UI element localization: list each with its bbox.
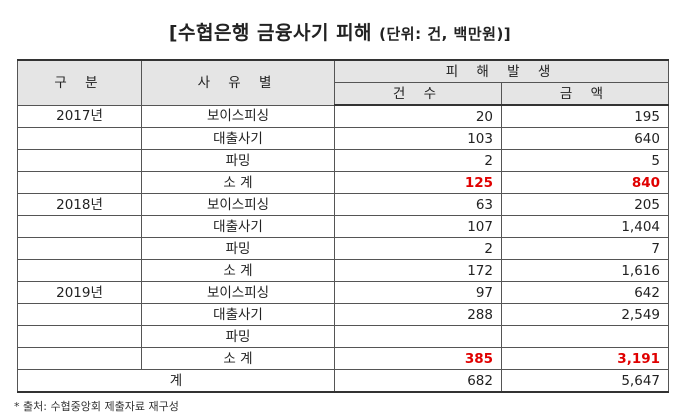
title-main: [수협은행 금융사기 피해 bbox=[168, 22, 373, 44]
count-cell: 2 bbox=[334, 149, 502, 172]
count-cell: 125 bbox=[334, 171, 502, 194]
year-cell: 2019년 bbox=[17, 281, 142, 304]
reason-cell: 보이스피싱 bbox=[141, 193, 335, 216]
year-cell bbox=[17, 127, 142, 150]
header-amount: 금 액 bbox=[501, 82, 669, 106]
count-cell: 63 bbox=[334, 193, 502, 216]
table-body: 2017년 보이스피싱 20 195 대출사기 103 640 파밍 2 5 소 계 125 840 20… bbox=[17, 104, 669, 393]
table-row: 대출사기 107 1,404 bbox=[17, 215, 669, 238]
count-cell: 20 bbox=[334, 104, 502, 128]
year-cell bbox=[17, 259, 142, 282]
table-row: 대출사기 103 640 bbox=[17, 127, 669, 150]
amount-cell: 840 bbox=[501, 171, 669, 194]
reason-cell: 소 계 bbox=[141, 347, 335, 370]
table-row: 2018년 보이스피싱 63 205 bbox=[17, 193, 669, 216]
reason-cell: 대출사기 bbox=[141, 127, 335, 150]
table-row: 소 계 172 1,616 bbox=[17, 259, 669, 282]
table-row: 파밍 2 7 bbox=[17, 237, 669, 260]
total-label: 계 bbox=[17, 369, 335, 393]
table-row: 2017년 보이스피싱 20 195 bbox=[17, 104, 669, 128]
reason-cell: 파밍 bbox=[141, 325, 335, 348]
amount-cell: 3,191 bbox=[501, 347, 669, 370]
year-cell: 2017년 bbox=[17, 104, 142, 128]
count-cell: 2 bbox=[334, 237, 502, 260]
year-cell bbox=[17, 171, 142, 194]
fraud-damage-table: 구 분 사 유 별 피 해 발 생 건 수 금 액 2017년 보이스피싱 20 19… bbox=[17, 59, 669, 393]
year-cell bbox=[17, 149, 142, 172]
count-cell: 288 bbox=[334, 303, 502, 326]
count-cell: 107 bbox=[334, 215, 502, 238]
count-cell bbox=[334, 325, 502, 348]
amount-cell: 7 bbox=[501, 237, 669, 260]
count-cell: 103 bbox=[334, 127, 502, 150]
count-cell: 172 bbox=[334, 259, 502, 282]
amount-cell: 1,616 bbox=[501, 259, 669, 282]
amount-cell: 640 bbox=[501, 127, 669, 150]
amount-cell: 1,404 bbox=[501, 215, 669, 238]
table-row: 소 계 125 840 bbox=[17, 171, 669, 194]
year-cell bbox=[17, 237, 142, 260]
title-unit: (단위: 건, 백만원)] bbox=[379, 25, 512, 43]
year-cell bbox=[17, 325, 142, 348]
year-cell bbox=[17, 347, 142, 370]
header-damage: 피 해 발 생 bbox=[334, 59, 669, 83]
header-category: 구 분 bbox=[17, 59, 142, 106]
year-cell: 2018년 bbox=[17, 193, 142, 216]
amount-cell bbox=[501, 325, 669, 348]
total-amount: 5,647 bbox=[501, 369, 669, 393]
total-row: 계 682 5,647 bbox=[17, 369, 669, 393]
amount-cell: 195 bbox=[501, 104, 669, 128]
amount-cell: 205 bbox=[501, 193, 669, 216]
reason-cell: 파밍 bbox=[141, 149, 335, 172]
reason-cell: 보이스피싱 bbox=[141, 104, 335, 128]
total-count: 682 bbox=[334, 369, 502, 393]
table-row: 2019년 보이스피싱 97 642 bbox=[17, 281, 669, 304]
table-row: 대출사기 288 2,549 bbox=[17, 303, 669, 326]
header-reason: 사 유 별 bbox=[141, 59, 335, 106]
amount-cell: 642 bbox=[501, 281, 669, 304]
table-title: [수협은행 금융사기 피해 (단위: 건, 백만원)] bbox=[0, 18, 680, 45]
reason-cell: 파밍 bbox=[141, 237, 335, 260]
amount-cell: 2,549 bbox=[501, 303, 669, 326]
table-row: 소 계 385 3,191 bbox=[17, 347, 669, 370]
year-cell bbox=[17, 303, 142, 326]
year-cell bbox=[17, 215, 142, 238]
table-row: 파밍 2 5 bbox=[17, 149, 669, 172]
amount-cell: 5 bbox=[501, 149, 669, 172]
count-cell: 385 bbox=[334, 347, 502, 370]
header-count: 건 수 bbox=[334, 82, 502, 106]
footnote: * 출처: 수협중앙회 제출자료 재구성 bbox=[14, 400, 179, 413]
reason-cell: 소 계 bbox=[141, 171, 335, 194]
table-row: 파밍 bbox=[17, 325, 669, 348]
reason-cell: 보이스피싱 bbox=[141, 281, 335, 304]
reason-cell: 대출사기 bbox=[141, 303, 335, 326]
reason-cell: 소 계 bbox=[141, 259, 335, 282]
reason-cell: 대출사기 bbox=[141, 215, 335, 238]
count-cell: 97 bbox=[334, 281, 502, 304]
